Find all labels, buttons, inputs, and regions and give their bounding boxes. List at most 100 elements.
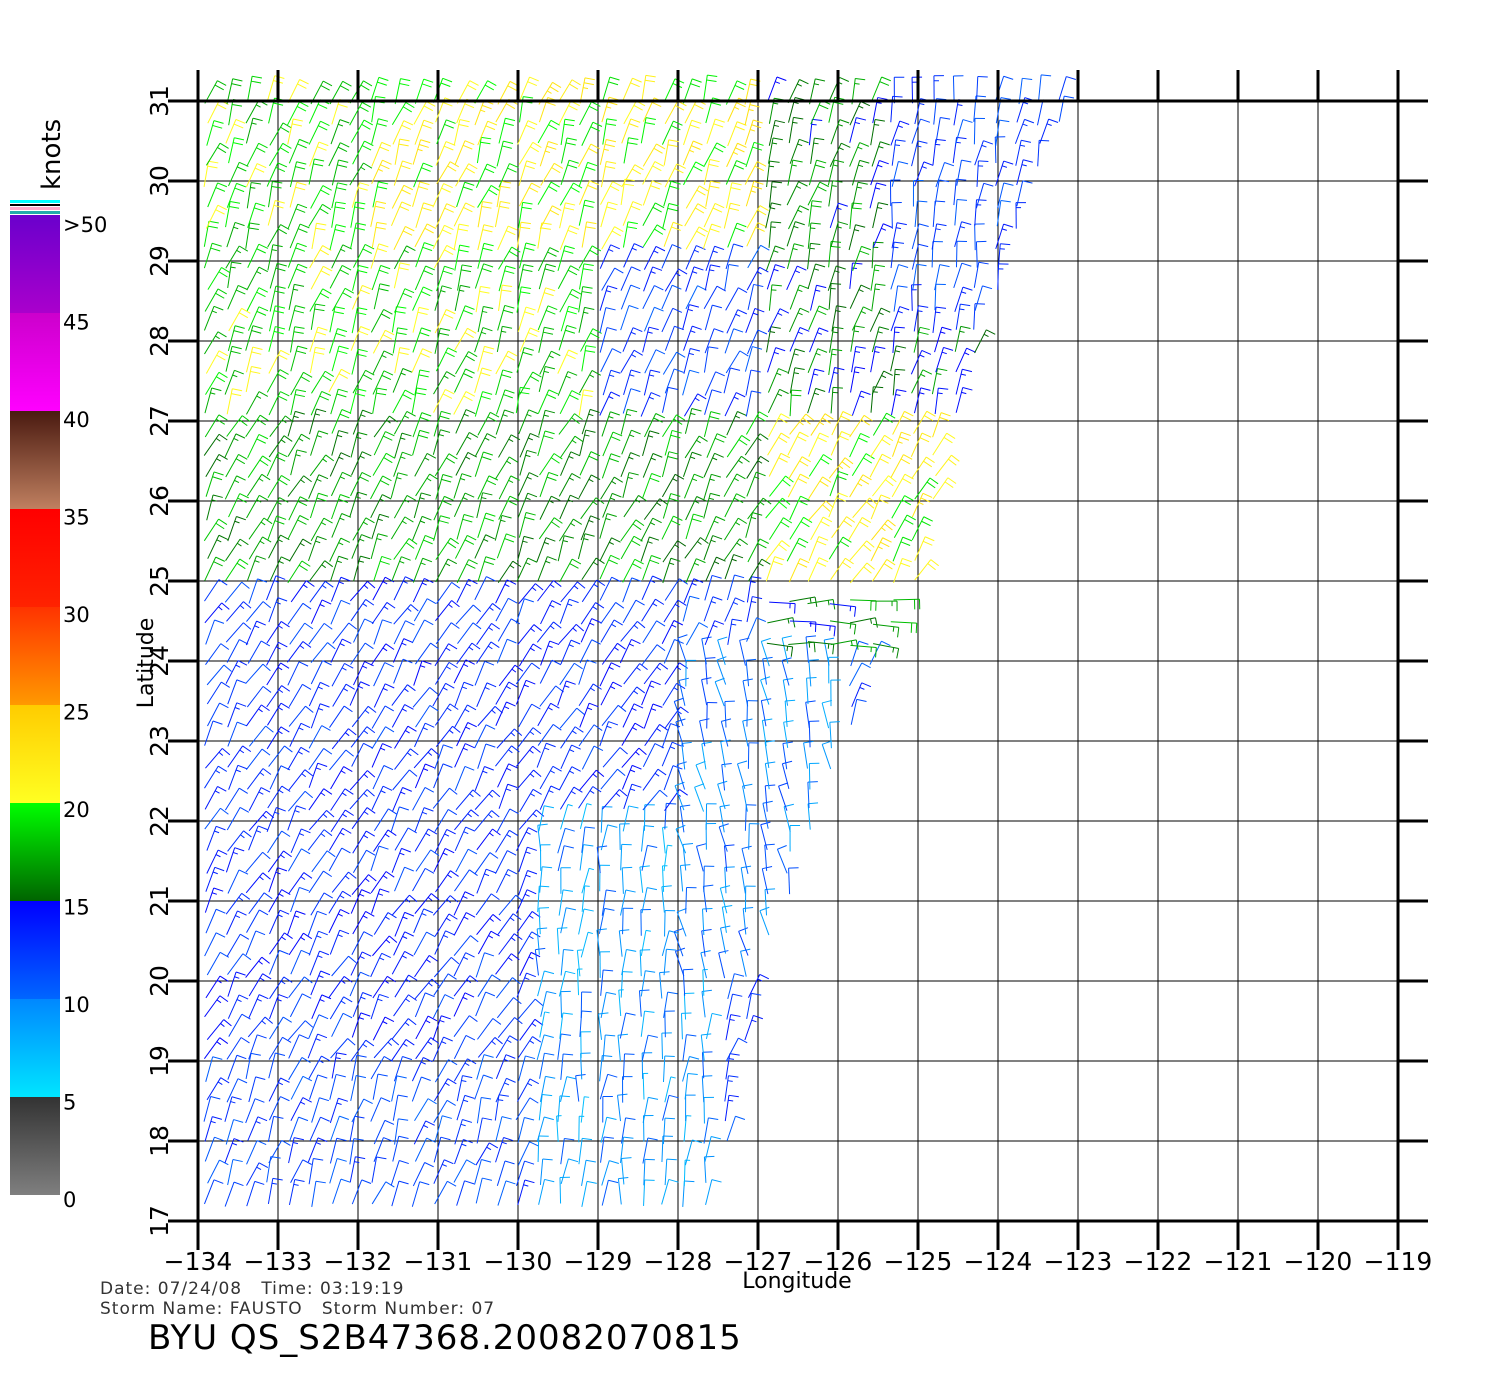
wind-barb: [600, 602, 625, 625]
wind-barb: [537, 305, 558, 331]
barb-shaft: [329, 705, 345, 728]
barb-feather: [506, 767, 512, 771]
barb-feather: [419, 416, 430, 422]
barb-feather: [441, 1163, 447, 1167]
barb-shaft: [934, 388, 939, 414]
wind-barb: [807, 641, 835, 655]
barb-feather: [901, 431, 911, 437]
barb-shaft: [371, 726, 386, 750]
barb-feather: [759, 433, 769, 440]
barb-shaft: [516, 347, 525, 373]
barb-shaft: [414, 978, 433, 1000]
wind-barb: [578, 286, 593, 313]
barb-shaft: [268, 1077, 281, 1102]
barb-feather: [849, 623, 852, 629]
barb-feather: [461, 686, 468, 690]
barb-shaft: [331, 1052, 338, 1079]
barb-shaft: [828, 283, 832, 310]
barb-shaft: [787, 431, 801, 456]
barb-feather: [799, 558, 810, 564]
barb-feather: [666, 1158, 677, 1161]
barb-feather: [563, 949, 574, 951]
barb-feather: [520, 291, 531, 294]
wind-barb: [290, 1097, 312, 1121]
barb-feather: [336, 1137, 347, 1142]
barb-feather: [781, 540, 790, 548]
wind-barb: [746, 471, 766, 497]
barb-feather: [256, 1166, 262, 1170]
wind-barb: [576, 949, 583, 977]
barb-feather: [431, 978, 440, 986]
barb-feather: [299, 542, 305, 547]
wind-barb: [245, 930, 266, 956]
barb-shaft: [290, 1097, 304, 1121]
wind-barb: [245, 872, 271, 894]
barb-feather: [808, 802, 819, 805]
barb-shaft: [393, 620, 406, 645]
barb-feather: [778, 544, 787, 552]
barb-feather: [494, 705, 503, 714]
barb-shaft: [739, 640, 746, 666]
wind-barb: [370, 1097, 391, 1122]
barb-shaft: [892, 432, 902, 457]
barb-feather: [714, 437, 725, 443]
barb-shaft: [498, 475, 512, 500]
wind-barb: [266, 641, 288, 666]
barb-shaft: [828, 349, 833, 376]
wind-barb: [515, 679, 536, 705]
barb-feather: [842, 536, 852, 543]
barb-feather: [274, 290, 285, 294]
barb-shaft: [641, 680, 652, 706]
barb-feather: [631, 707, 637, 711]
barb-feather: [322, 288, 332, 295]
barb-shaft: [247, 455, 263, 478]
barb-feather: [339, 929, 350, 935]
barb-feather: [316, 935, 322, 939]
barb-feather: [262, 872, 271, 880]
barb-feather: [743, 907, 754, 910]
barb-feather: [671, 429, 682, 434]
barb-shaft: [831, 305, 837, 332]
barb-feather: [927, 563, 936, 571]
barb-shaft: [245, 325, 254, 351]
wind-barb: [391, 556, 411, 582]
barb-shaft: [700, 952, 707, 979]
wind-barb: [308, 810, 335, 831]
barb-shaft: [435, 558, 449, 583]
barb-feather: [571, 766, 581, 772]
wind-barb: [914, 536, 935, 561]
barb-feather: [480, 372, 491, 377]
wind-barb: [640, 929, 651, 957]
barb-feather: [504, 1082, 510, 1086]
barb-feather: [779, 308, 790, 314]
barb-feather: [340, 599, 351, 605]
wind-barb: [455, 604, 482, 625]
wind-barb: [453, 912, 476, 936]
barb-feather: [832, 331, 838, 334]
wind-barb: [725, 1014, 741, 1041]
wind-barb: [372, 387, 388, 414]
barb-feather: [275, 285, 286, 289]
barb-feather: [688, 352, 694, 356]
barb-feather: [336, 1102, 342, 1105]
barb-shaft: [309, 493, 319, 519]
barb-shaft: [456, 1075, 463, 1102]
wind-barb: [308, 681, 330, 707]
barb-feather: [251, 351, 262, 355]
barb-feather: [398, 1118, 409, 1121]
wind-barb: [204, 995, 229, 1018]
barb-feather: [461, 1080, 467, 1083]
barb-feather: [686, 1034, 697, 1037]
barb-feather: [347, 1038, 356, 1046]
wind-barb: [455, 351, 478, 375]
wind-barb: [680, 1012, 692, 1040]
barb-feather: [568, 644, 574, 648]
wind-barb: [456, 1094, 475, 1121]
barb-feather: [211, 892, 217, 895]
barb-feather: [615, 602, 625, 609]
barb-feather: [850, 640, 853, 646]
barb-feather: [711, 1012, 722, 1017]
wind-barb: [453, 391, 476, 415]
barb-feather: [959, 308, 965, 311]
barb-feather: [509, 1035, 519, 1042]
